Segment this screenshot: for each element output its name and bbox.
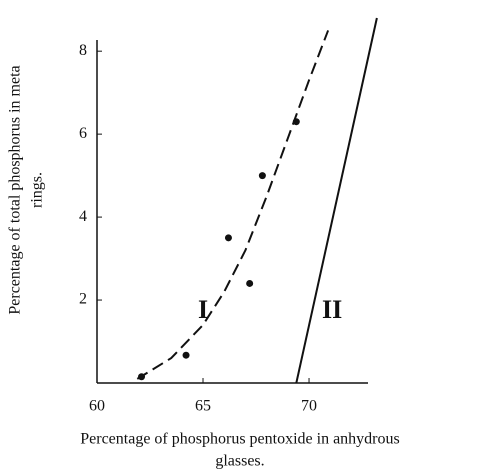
data-point	[182, 351, 190, 359]
curve	[295, 17, 378, 384]
data-point	[246, 279, 254, 287]
y-tick-label: 2	[79, 291, 87, 308]
y-tick-label: 4	[79, 208, 87, 225]
x-tick-label: 70	[301, 398, 317, 415]
data-point	[224, 234, 232, 242]
y-tick-label: 8	[79, 42, 87, 59]
data-point	[258, 172, 266, 180]
x-axis-label: Percentage of phosphorus pentoxide in an…	[80, 431, 399, 448]
series-label: II	[322, 295, 342, 324]
x-axis-label: glasses.	[215, 453, 264, 470]
series-label: I	[198, 295, 208, 324]
curve	[136, 30, 330, 380]
y-axis-label: Percentage of total phosphorus in meta	[7, 65, 24, 314]
y-tick-label: 6	[79, 125, 87, 142]
x-tick-label: 65	[195, 398, 211, 415]
x-tick-label: 60	[89, 398, 105, 415]
y-axis-label: rings.	[29, 172, 46, 208]
